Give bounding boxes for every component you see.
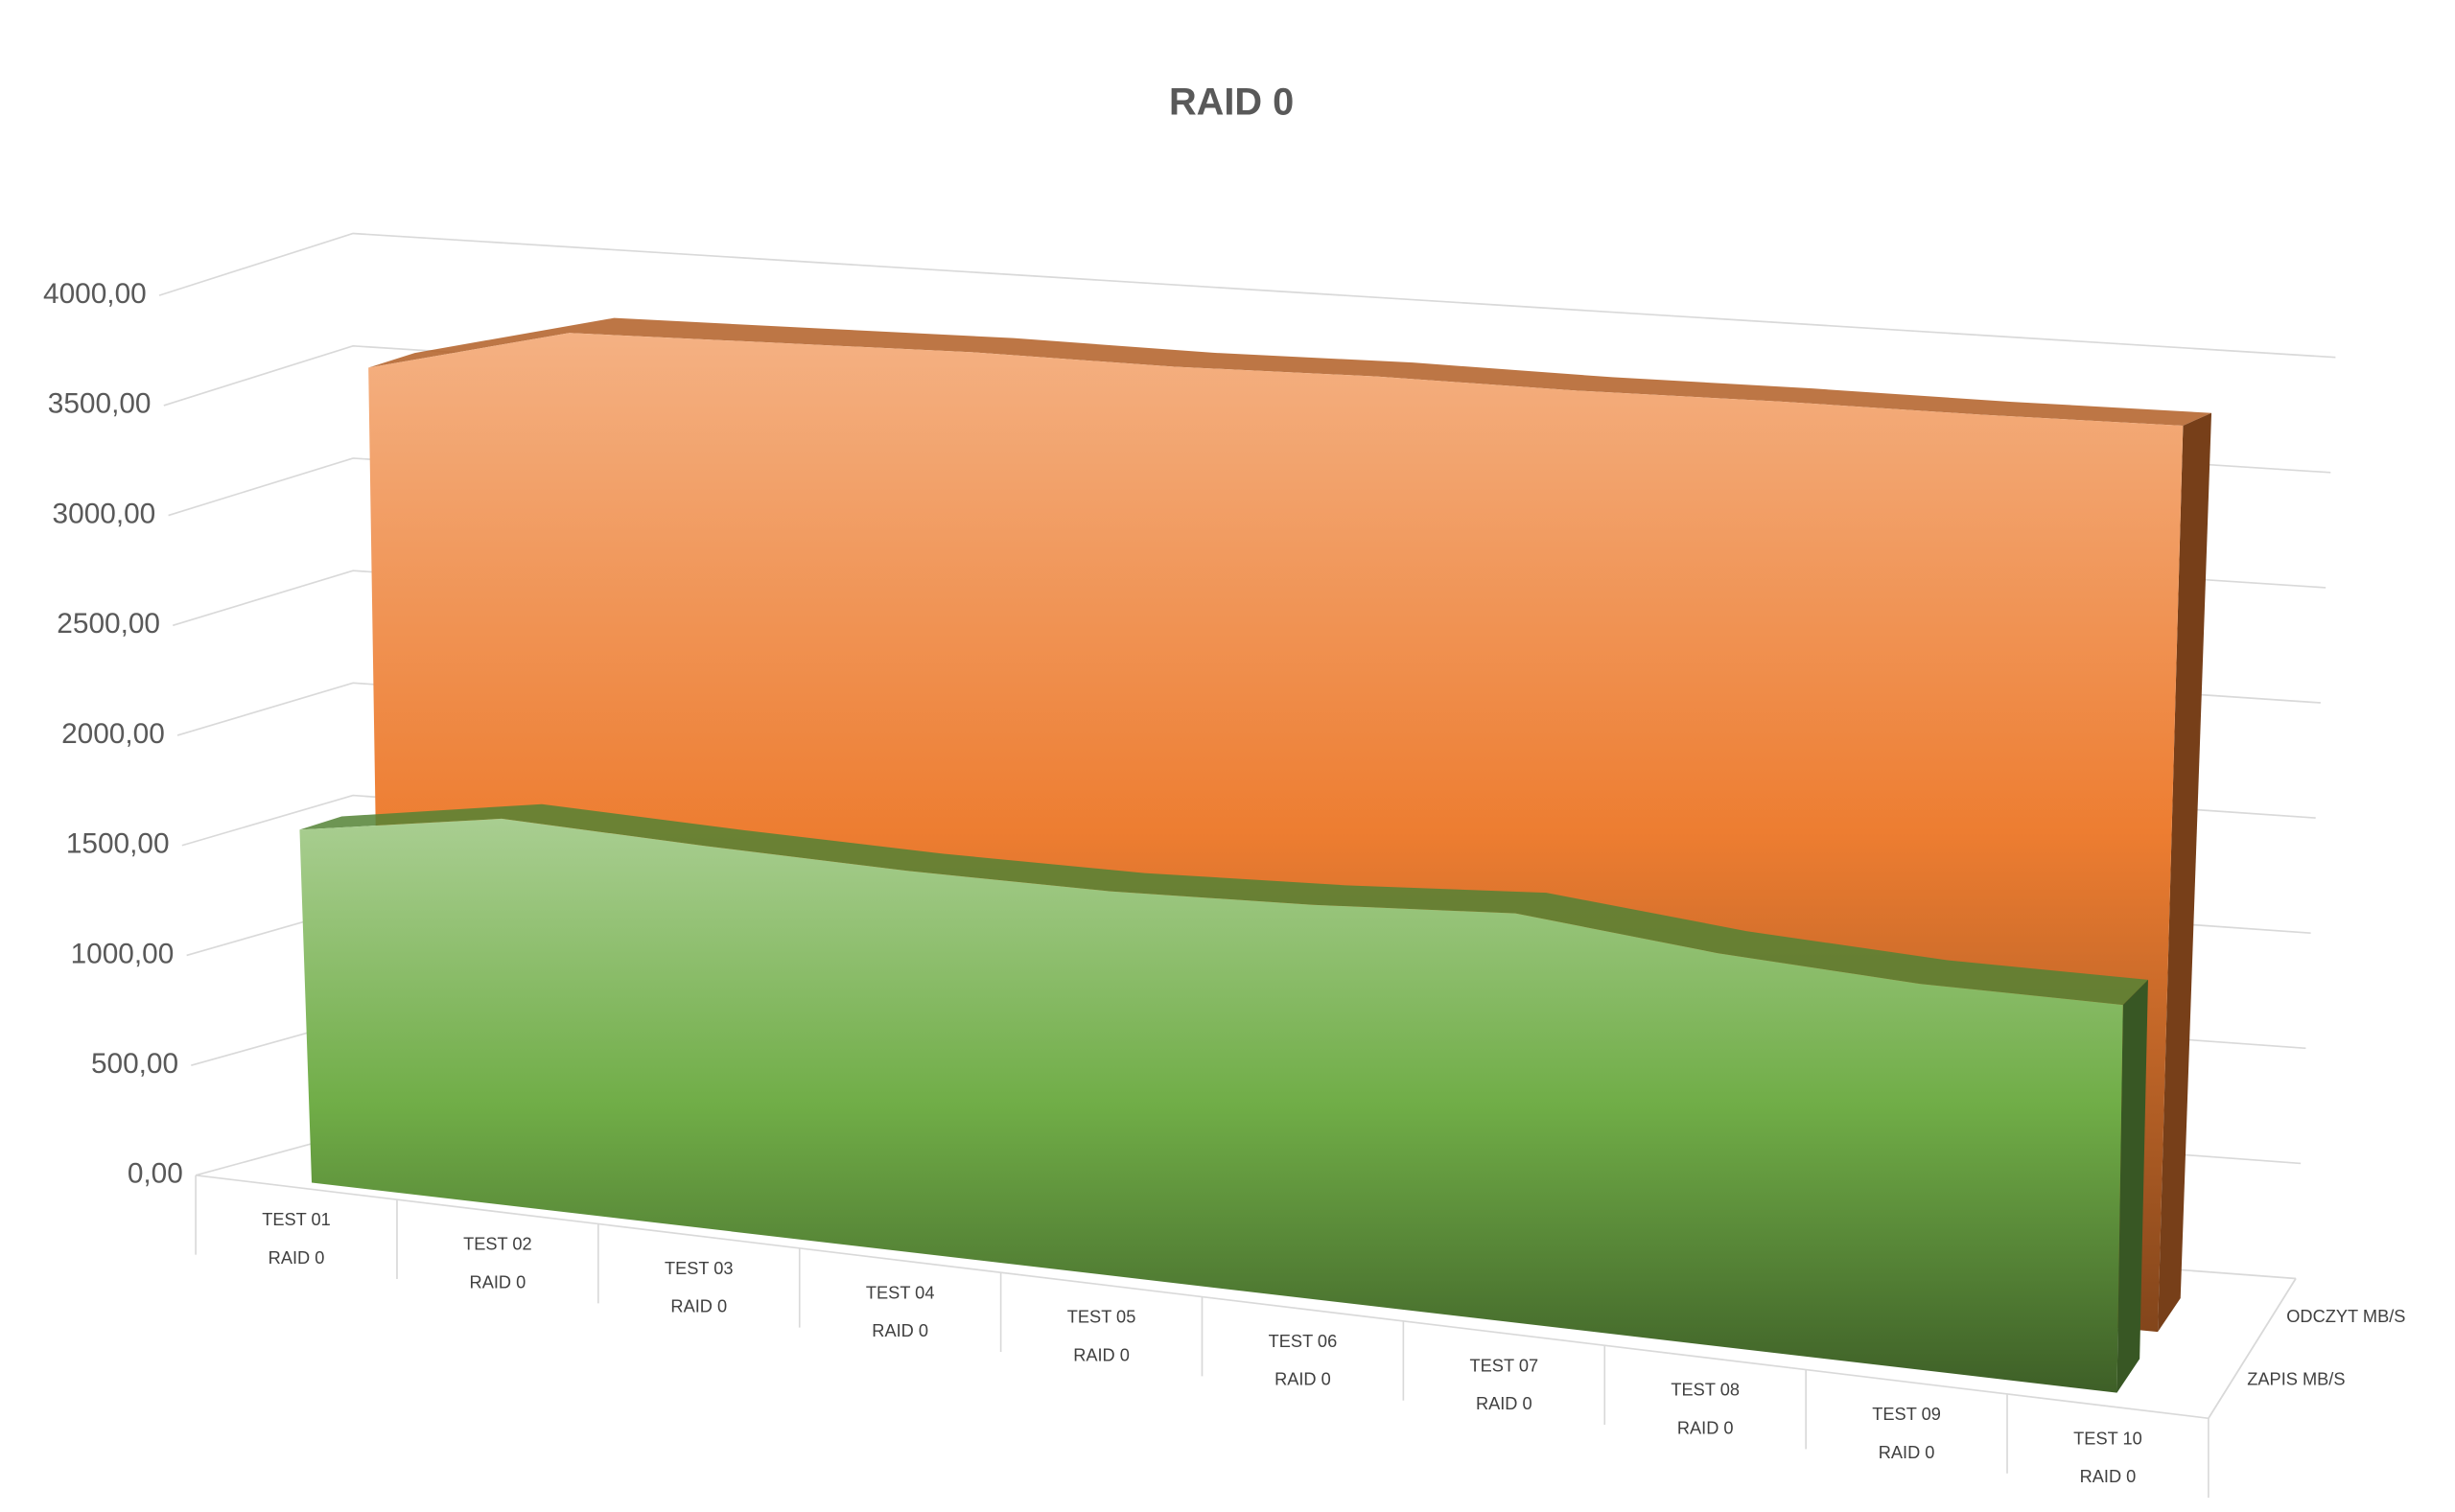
x-tick-label: TEST 03 [665,1259,734,1278]
x-group-label: RAID 0 [269,1248,325,1268]
x-tick-label: TEST 06 [1269,1332,1338,1351]
depth-axis [2208,1278,2297,1419]
x-tick-label: TEST 10 [2073,1429,2142,1448]
grid-line [158,232,2336,359]
x-group-label: RAID 0 [872,1321,928,1340]
area-top-face [368,317,2212,426]
x-group-label: RAID 0 [1677,1418,1734,1437]
legend-label: ODCZYT MB/S [2286,1307,2405,1326]
x-group-label: RAID 0 [1879,1443,1935,1462]
x-group-label: RAID 0 [470,1272,526,1291]
x-group-label: RAID 0 [1274,1370,1331,1389]
area-top-face [299,803,2148,1006]
legend-label: ZAPIS MB/S [2247,1370,2345,1389]
y-tick-label: 2000,00 [61,718,165,750]
y-tick-label: 3500,00 [48,388,152,420]
y-tick-label: 1000,00 [71,938,175,969]
area-side-face [2158,412,2212,1333]
x-tick-label: TEST 01 [262,1210,331,1229]
x-group-label: RAID 0 [2080,1467,2137,1486]
x-tick-label: TEST 05 [1067,1308,1136,1327]
x-tick-label: TEST 07 [1470,1356,1539,1375]
y-tick-label: 3000,00 [53,498,156,529]
chart-title: RAID 0 [1169,81,1294,123]
area [299,818,2123,1393]
y-tick-label: 4000,00 [43,278,147,310]
x-group-label: RAID 0 [1073,1345,1130,1364]
y-tick-label: 1500,00 [66,828,170,860]
x-tick-label: TEST 02 [463,1235,532,1254]
y-tick-label: 500,00 [91,1048,178,1080]
y-tick-label: 0,00 [128,1158,183,1190]
x-group-label: RAID 0 [1476,1394,1532,1413]
area-side-face [2116,979,2148,1393]
x-tick-label: TEST 08 [1671,1381,1740,1400]
x-tick-label: TEST 09 [1872,1405,1941,1424]
x-group-label: RAID 0 [670,1297,727,1316]
y-tick-label: 2500,00 [57,608,160,640]
x-tick-label: TEST 04 [866,1283,935,1302]
